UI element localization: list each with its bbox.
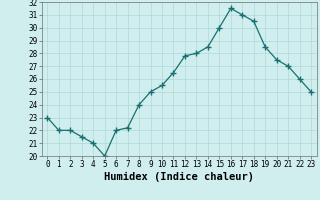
X-axis label: Humidex (Indice chaleur): Humidex (Indice chaleur) [104,172,254,182]
